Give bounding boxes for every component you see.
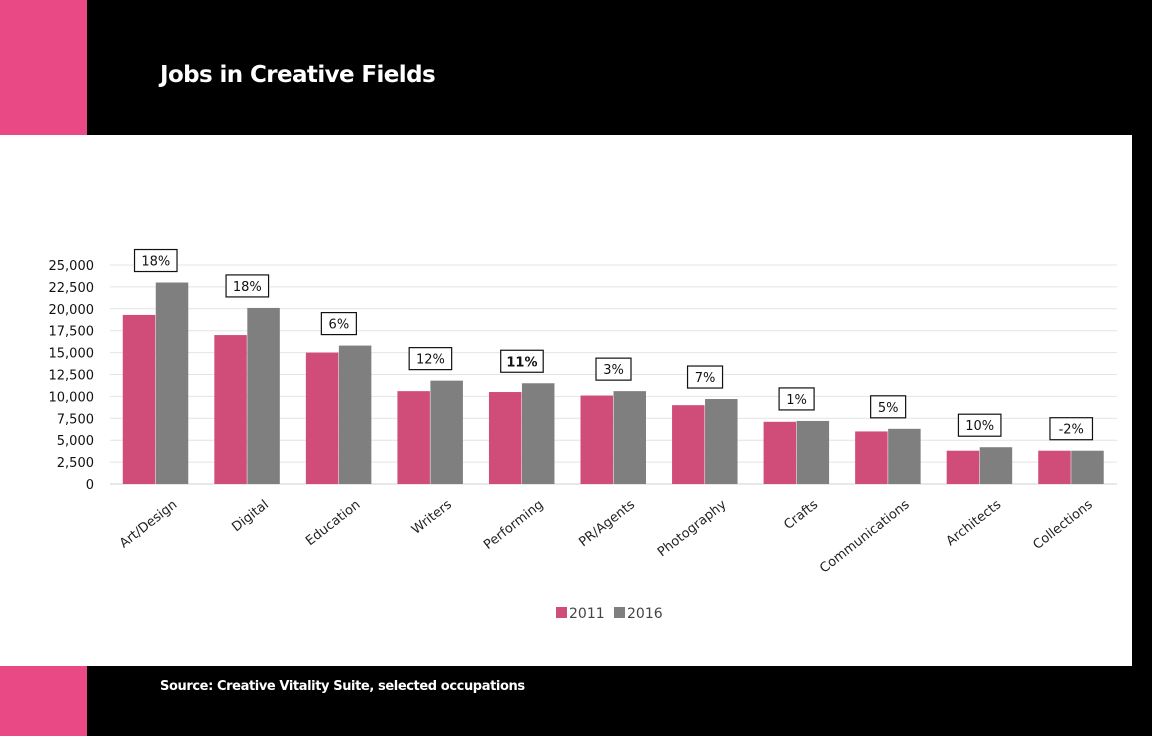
source-note: Source: Creative Vitality Suite, selecte… xyxy=(160,679,525,694)
y-tick-label: 25,000 xyxy=(49,259,95,274)
legend-swatch-2016 xyxy=(614,607,625,618)
percent-change-label: 11% xyxy=(506,355,537,370)
bar-2011 xyxy=(1038,450,1071,484)
legend-label-2011: 2011 xyxy=(569,606,605,622)
y-tick-label: 15,000 xyxy=(49,347,95,362)
y-tick-label: 17,500 xyxy=(49,325,95,340)
x-category-label: Performing xyxy=(481,497,546,553)
legend-swatch-2011 xyxy=(556,607,567,618)
percent-change-box xyxy=(225,274,270,298)
bar-2011 xyxy=(488,392,522,484)
percent-change-box xyxy=(320,311,357,336)
percent-change-box xyxy=(778,387,815,411)
percent-change-label: 18% xyxy=(233,280,262,295)
x-category-label: Digital xyxy=(229,497,271,535)
percent-change-label: 12% xyxy=(416,353,445,368)
bar-2016 xyxy=(979,447,1013,484)
x-category-label: Photography xyxy=(655,497,730,560)
bar-2011 xyxy=(580,395,613,484)
y-tick-label: 0 xyxy=(86,478,94,493)
bar-2016 xyxy=(888,428,921,484)
bar-2011 xyxy=(763,421,797,484)
percent-change-label: 10% xyxy=(965,419,994,434)
x-category-label: Collections xyxy=(1030,497,1095,553)
y-tick-label: 5,000 xyxy=(57,434,94,449)
percent-change-label: 3% xyxy=(603,363,624,378)
percent-change-box xyxy=(870,395,907,419)
y-tick-label: 22,500 xyxy=(49,281,95,296)
x-category-label: PR/Agents xyxy=(576,497,638,550)
legend-label-2016: 2016 xyxy=(627,606,663,622)
x-category-label: Art/Design xyxy=(117,497,180,551)
page-title: Jobs in Creative Fields xyxy=(160,62,436,88)
bar-2016 xyxy=(430,380,463,484)
percent-change-box xyxy=(500,349,544,373)
percent-change-box xyxy=(595,357,632,381)
percent-change-box xyxy=(686,365,724,389)
percent-change-label: -2% xyxy=(1059,423,1084,438)
bar-2016 xyxy=(247,307,280,484)
bar-chart: 0 2,500 5,000 7,500 10,000 12,500 15,000 17,500… xyxy=(49,248,1117,622)
percent-change-box xyxy=(408,347,453,371)
percent-change-box xyxy=(133,248,178,273)
chart-panel: 0 2,500 5,000 7,500 10,000 12,500 15,000 17,500… xyxy=(0,135,1132,666)
y-tick-label: 12,500 xyxy=(49,369,95,384)
bar-2011 xyxy=(214,335,247,484)
percent-change-label: 5% xyxy=(878,401,899,416)
x-category-label: Education xyxy=(303,497,363,549)
bar-2016 xyxy=(155,282,189,484)
percent-change-label: 7% xyxy=(695,371,716,386)
y-tick-label: 7,500 xyxy=(57,412,94,427)
bar-2011 xyxy=(855,431,888,484)
bar-2016 xyxy=(1071,450,1104,484)
x-category-label: Writers xyxy=(409,497,455,538)
bar-2011 xyxy=(946,450,980,484)
accent-block-top xyxy=(0,0,87,135)
percent-change-label: 1% xyxy=(786,393,807,408)
x-category-label: Architects xyxy=(944,497,1005,549)
percent-change-label: 6% xyxy=(329,318,350,333)
bar-2016 xyxy=(796,420,830,484)
bar-2011 xyxy=(672,405,705,484)
x-category-label: Crafts xyxy=(781,497,821,533)
bar-2016 xyxy=(521,383,555,484)
percent-change-label: 18% xyxy=(141,255,170,270)
bar-2016 xyxy=(705,399,738,484)
x-category-label: Communications xyxy=(817,497,912,576)
y-tick-label: 2,500 xyxy=(57,456,94,471)
percent-change-box xyxy=(1049,417,1094,441)
y-tick-label: 10,000 xyxy=(49,390,95,405)
bar-2016 xyxy=(613,391,646,484)
y-tick-label: 20,000 xyxy=(49,303,95,318)
accent-block-bottom xyxy=(0,666,87,736)
bar-2011 xyxy=(305,352,339,484)
bar-2011 xyxy=(397,391,430,484)
percent-change-box xyxy=(957,413,1002,437)
bar-2016 xyxy=(338,345,372,484)
bar-2011 xyxy=(122,314,156,484)
